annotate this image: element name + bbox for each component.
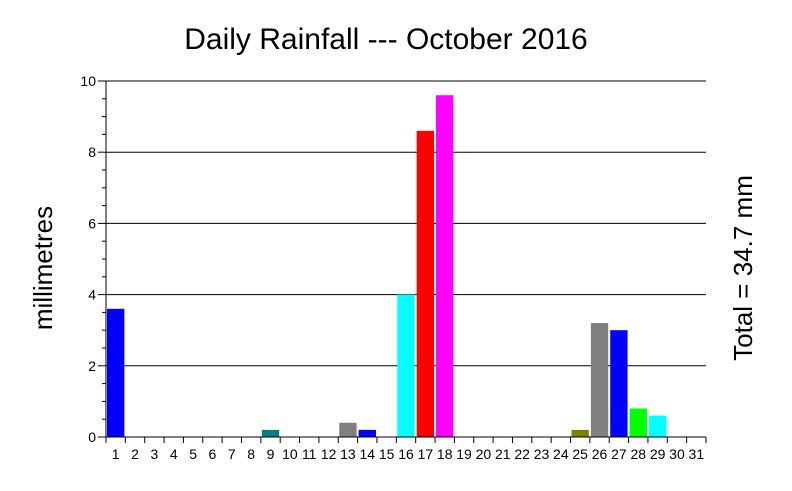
x-tick-label: 30 xyxy=(669,446,685,462)
bar xyxy=(590,323,609,437)
x-tick-label: 25 xyxy=(572,446,588,462)
bar xyxy=(416,130,435,437)
bar xyxy=(261,429,280,437)
y-tick-label: 0 xyxy=(88,429,96,445)
x-tick-label: 6 xyxy=(209,446,217,462)
bar xyxy=(339,422,357,437)
x-tick-label: 15 xyxy=(379,446,395,462)
y-tick-label: 6 xyxy=(88,215,96,231)
y-axis-label: millimetres xyxy=(28,206,58,330)
x-tick-label: 17 xyxy=(418,446,434,462)
x-tick-label: 24 xyxy=(553,446,569,462)
chart-title: Daily Rainfall --- October 2016 xyxy=(184,23,588,56)
bar xyxy=(648,415,667,437)
x-tick-label: 19 xyxy=(456,446,472,462)
y-tick-label: 8 xyxy=(88,144,96,160)
bar xyxy=(397,294,415,437)
x-tick-label: 13 xyxy=(340,446,356,462)
y-tick-label: 4 xyxy=(88,287,96,303)
x-tick-label: 9 xyxy=(267,446,275,462)
y-tick-label: 10 xyxy=(80,73,96,89)
x-tick-label: 3 xyxy=(150,446,158,462)
x-tick-label: 28 xyxy=(630,446,646,462)
x-tick-label: 22 xyxy=(514,446,530,462)
bar xyxy=(610,330,628,437)
bar xyxy=(629,408,647,437)
x-tick-label: 10 xyxy=(282,446,298,462)
x-tick-label: 23 xyxy=(534,446,550,462)
y-tick-label: 2 xyxy=(88,358,96,374)
x-tick-label: 4 xyxy=(170,446,178,462)
x-tick-label: 29 xyxy=(650,446,666,462)
bar xyxy=(436,95,454,438)
x-tick-label: 27 xyxy=(611,446,627,462)
bar xyxy=(571,429,589,437)
x-tick-label: 2 xyxy=(131,446,139,462)
bar xyxy=(107,308,125,437)
x-tick-label: 21 xyxy=(495,446,511,462)
x-tick-label: 5 xyxy=(189,446,197,462)
x-tick-label: 14 xyxy=(360,446,376,462)
x-tick-label: 7 xyxy=(228,446,236,462)
x-tick-label: 16 xyxy=(398,446,414,462)
bar xyxy=(358,429,376,437)
total-annotation: Total = 34.7 mm xyxy=(728,175,758,361)
x-tick-label: 11 xyxy=(302,446,317,462)
x-tick-label: 1 xyxy=(112,446,120,462)
x-tick-label: 8 xyxy=(247,446,255,462)
x-tick-label: 18 xyxy=(437,446,453,462)
x-tick-label: 20 xyxy=(476,446,492,462)
x-tick-label: 26 xyxy=(592,446,608,462)
bars xyxy=(107,95,667,438)
x-tick-label: 12 xyxy=(321,446,337,462)
x-tick-label: 31 xyxy=(689,446,705,462)
